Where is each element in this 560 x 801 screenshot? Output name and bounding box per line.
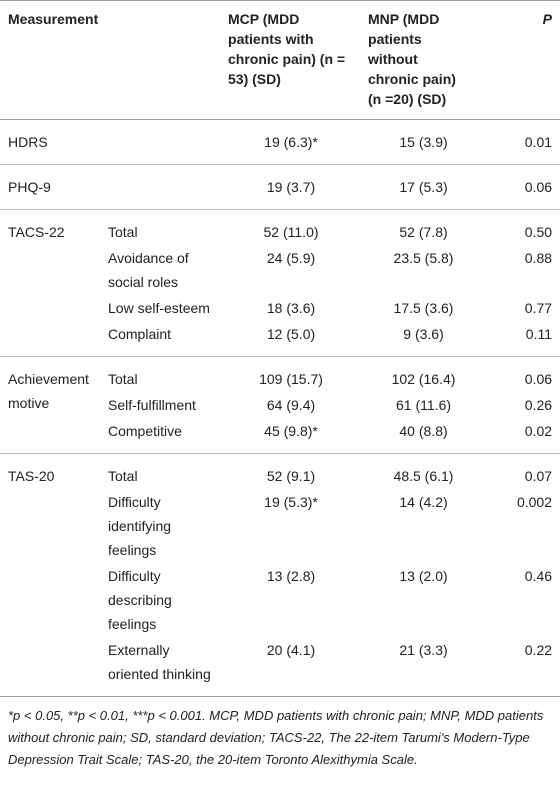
mnp-cell: 9 (3.6) xyxy=(403,326,444,342)
sub-label: Total xyxy=(100,209,221,245)
sub-label: Competitive xyxy=(108,423,182,439)
p-cell: 0.06 xyxy=(485,356,560,392)
group-label: PHQ-9 xyxy=(0,164,221,210)
table-row: Difficulty identifying feelings 19 (5.3)*… xyxy=(0,489,560,563)
group-label: TACS-22 xyxy=(0,209,100,357)
p-cell: 0.01 xyxy=(485,119,560,165)
mnp-cell: 13 (2.0) xyxy=(399,568,448,584)
sub-label: Total xyxy=(100,356,221,392)
p-cell: 0.07 xyxy=(485,453,560,489)
p-cell: 0.02 xyxy=(524,423,553,439)
data-table: Measurement MCP (MDD patients with chron… xyxy=(0,0,560,696)
table-row: PHQ-9 19 (3.7) 17 (5.3) 0.06 xyxy=(0,164,560,210)
p-cell: 0.26 xyxy=(524,397,553,413)
mnp-cell: 23.5 (5.8) xyxy=(393,250,454,266)
p-cell: 0.46 xyxy=(524,568,553,584)
mcp-cell: 24 (5.9) xyxy=(266,250,316,266)
table-row: TACS-22 Total 52 (11.0) 52 (7.8) 0.50 xyxy=(0,209,560,357)
table-row: Competitive 45 (9.8)* 40 (8.8) 0.02 xyxy=(0,418,560,454)
mcp-cell: 12 (5.0) xyxy=(266,326,316,342)
table-row: TAS-20 Total 52 (9.1) 48.5 (6.1) 0.07 xyxy=(0,453,560,696)
mcp-cell: 18 (3.6) xyxy=(266,300,316,316)
header-cell: P xyxy=(485,0,560,120)
header-cell: MNP (MDD patients without chronic pain) … xyxy=(360,0,486,120)
table-row: Self-fulfillment 64 (9.4) 61 (11.6) 0.26 xyxy=(0,392,560,418)
mnp-cell: 15 (3.9) xyxy=(360,119,486,165)
group-label: HDRS xyxy=(0,119,221,165)
table-row: Low self-esteem 18 (3.6) 17.5 (3.6) 0.77 xyxy=(0,295,560,321)
mcp-cell: 19 (3.7) xyxy=(220,164,361,210)
header-row: Measurement MCP (MDD patients with chron… xyxy=(0,0,560,120)
p-cell: 0.88 xyxy=(524,250,553,266)
table-row: HDRS 19 (6.3)* 15 (3.9) 0.01 xyxy=(0,119,560,165)
header-cell: MCP (MDD patients with chronic pain) (n … xyxy=(220,0,361,120)
mcp-cell: 109 (15.7) xyxy=(220,356,361,392)
mcp-cell: 52 (11.0) xyxy=(220,209,361,245)
mnp-cell: 102 (16.4) xyxy=(360,356,486,392)
table-body: HDRS 19 (6.3)* 15 (3.9) 0.01 PHQ-9 19 (3.7) 17… xyxy=(0,119,560,696)
mnp-cell: 14 (4.2) xyxy=(399,494,448,510)
mnp-cell: 48.5 (6.1) xyxy=(360,453,486,489)
mcp-cell: 13 (2.8) xyxy=(266,568,316,584)
p-cell: 0.06 xyxy=(485,164,560,210)
sub-label: Complaint xyxy=(108,326,172,342)
mnp-cell: 61 (11.6) xyxy=(396,397,452,413)
sub-label: Externally oriented thinking xyxy=(108,642,211,682)
table-row: Complaint 12 (5.0) 9 (3.6) 0.11 xyxy=(0,321,560,357)
p-cell: 0.77 xyxy=(524,300,553,316)
sub-label: Total xyxy=(100,453,221,489)
table-row: Difficulty describing feelings 13 (2.8) 13… xyxy=(0,563,560,637)
mcp-cell: 20 (4.1) xyxy=(266,642,316,658)
p-cell: 0.11 xyxy=(525,326,553,342)
mnp-cell: 17.5 (3.6) xyxy=(393,300,454,316)
table-row: Avoidance of social roles 24 (5.9) 23.5 (5… xyxy=(0,245,560,295)
sub-label: Self-fulfillment xyxy=(108,397,196,413)
mnp-cell: 40 (8.8) xyxy=(399,423,448,439)
sub-label: Difficulty describing feelings xyxy=(108,568,172,632)
mcp-cell: 52 (9.1) xyxy=(220,453,361,489)
mcp-cell: 45 (9.8)* xyxy=(264,423,318,439)
mcp-cell: 19 (6.3)* xyxy=(220,119,361,165)
mnp-cell: 52 (7.8) xyxy=(360,209,486,245)
group-label: TAS-20 xyxy=(0,453,100,696)
p-cell: 0.50 xyxy=(485,209,560,245)
mnp-cell: 17 (5.3) xyxy=(360,164,486,210)
sub-label: Avoidance of social roles xyxy=(108,250,189,290)
header-cell: Measurement xyxy=(0,0,221,120)
footnote: *p < 0.05, **p < 0.01, ***p < 0.001. MCP… xyxy=(0,696,560,779)
table-row: Achievement motive Total 109 (15.7) 102 (16… xyxy=(0,356,560,454)
p-cell: 0.22 xyxy=(524,642,553,658)
mnp-cell: 21 (3.3) xyxy=(399,642,448,658)
table-row: Externally oriented thinking 20 (4.1) 21 (… xyxy=(0,637,560,696)
mcp-cell: 19 (5.3)* xyxy=(264,494,318,510)
group-label: Achievement motive xyxy=(0,356,100,454)
mcp-cell: 64 (9.4) xyxy=(266,397,316,413)
sub-label: Low self-esteem xyxy=(108,300,210,316)
sub-label: Difficulty identifying feelings xyxy=(108,494,172,558)
p-cell: 0.002 xyxy=(516,494,553,510)
